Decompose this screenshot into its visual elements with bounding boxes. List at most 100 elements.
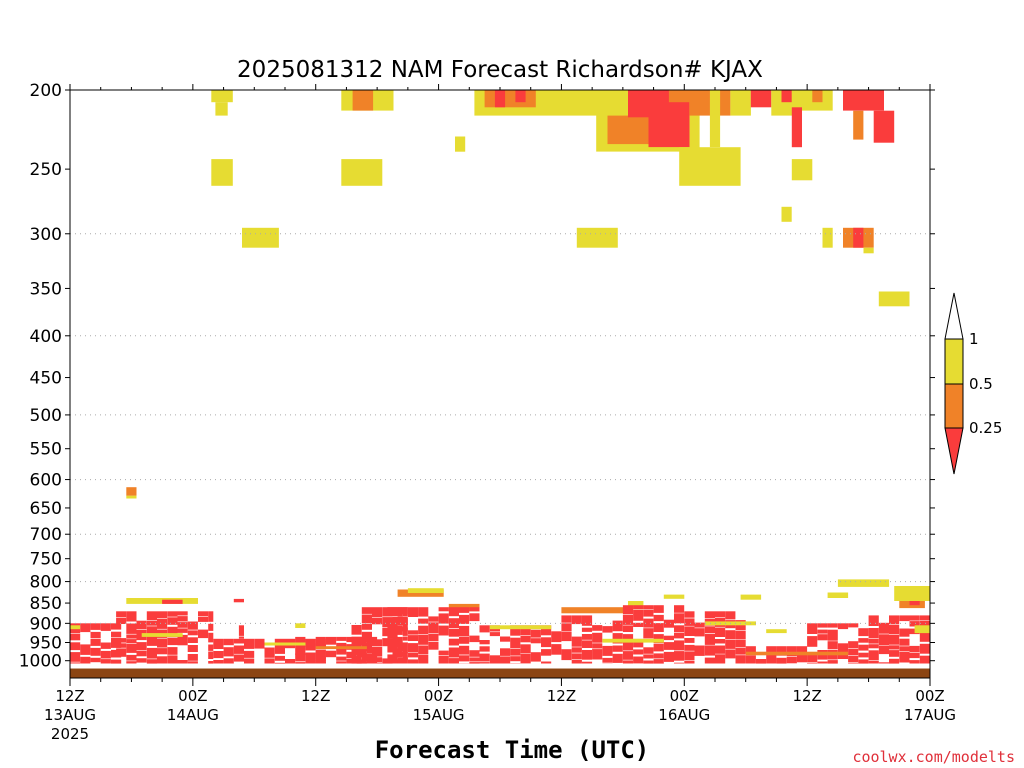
ri-cell [592, 649, 603, 660]
legend-swatch-bottom [944, 427, 964, 475]
ri-cell [889, 615, 900, 625]
ri-cell [602, 626, 613, 633]
ri-region [561, 607, 634, 614]
x-tick-label: 00Z [915, 687, 944, 705]
ri-region [215, 102, 228, 116]
ri-cell [653, 614, 664, 622]
x-tick-label: 2025 [51, 725, 89, 743]
ri-cell [372, 639, 383, 647]
ri-region [126, 487, 137, 496]
ri-cell [136, 620, 147, 630]
legend-label: 0.5 [969, 375, 993, 393]
ri-cell [581, 627, 593, 632]
y-tick-label: 950 [30, 634, 62, 654]
ri-cell [244, 650, 255, 658]
ri-cell [361, 614, 372, 624]
ri-cell [459, 636, 470, 644]
ri-cell [100, 650, 111, 659]
ri-cell [418, 654, 429, 664]
ri-cell [622, 651, 634, 660]
ri-cell [786, 656, 797, 664]
ri-cell [776, 646, 787, 656]
ri-cell [633, 638, 644, 648]
ri-cell [295, 653, 306, 662]
ri-cell [336, 656, 347, 661]
ri-region [679, 147, 741, 186]
ri-cell [208, 644, 214, 651]
ri-cell [177, 616, 188, 622]
ri-cell [198, 629, 209, 639]
ri-cell [111, 623, 122, 630]
y-tick-label: 1000 [19, 652, 62, 672]
ri-cell [111, 659, 122, 664]
ri-cell [807, 653, 818, 663]
ri-cell [878, 645, 889, 655]
y-tick-label: 850 [30, 594, 62, 614]
ri-region [397, 589, 444, 597]
ri-cell [469, 650, 480, 657]
ri-cell [827, 629, 838, 641]
ri-cell [70, 627, 81, 634]
ri-cell [397, 642, 408, 652]
ri-cell [848, 649, 859, 656]
ri-cell [663, 635, 674, 641]
ri-cell [643, 618, 654, 628]
ri-cell [351, 636, 362, 647]
ri-region [264, 642, 306, 646]
ri-region [863, 247, 874, 254]
ri-cell [397, 616, 408, 625]
ri-cell [146, 626, 157, 636]
credit-text: coolwx.com/modelts [852, 748, 1015, 766]
ri-cell [735, 655, 746, 664]
ri-cell [70, 634, 81, 641]
ri-cell [684, 611, 695, 618]
ri-cell [233, 645, 244, 654]
ri-cell [126, 623, 137, 634]
ri-cell [653, 659, 664, 664]
ri-cell [878, 662, 889, 664]
ri-cell [715, 627, 726, 637]
ri-cell [571, 647, 582, 653]
gridlines [70, 233, 930, 624]
ri-cell [407, 652, 419, 658]
ri-cell [735, 639, 746, 648]
y-tick-label: 450 [30, 369, 62, 389]
ri-cell [581, 640, 593, 648]
ri-cell [126, 634, 137, 639]
ri-cell [694, 645, 705, 656]
ri-cell [633, 649, 644, 655]
ri-region [781, 90, 792, 103]
ri-cell [254, 638, 265, 649]
ri-cell [551, 631, 562, 643]
ri-region [162, 599, 183, 604]
ri-cell [889, 624, 900, 635]
ri-region [766, 629, 787, 634]
ri-cell [899, 652, 910, 663]
ri-region [211, 90, 233, 103]
ri-cell [146, 659, 157, 664]
ri-cell [372, 662, 383, 664]
ri-cell [633, 656, 644, 664]
ri-cell [438, 613, 449, 624]
ri-cell [418, 645, 429, 655]
ri-cell [622, 605, 634, 615]
ri-cell [126, 643, 137, 653]
ri-cell [817, 623, 828, 628]
ri-cell [479, 625, 490, 633]
ri-cell [387, 632, 398, 639]
ri-cell [622, 660, 634, 664]
y-tick-label: 900 [30, 614, 62, 634]
ri-cell [837, 652, 849, 659]
ri-cell [428, 616, 439, 622]
ri-cell [520, 635, 531, 643]
ri-cell [633, 609, 644, 621]
ri-region [141, 633, 183, 637]
y-axis: 200 250 300 350 400 450 500 550 600 650 700 750 8008… [19, 81, 935, 672]
ri-cell [459, 645, 470, 655]
ri-cell [469, 662, 480, 664]
ri-cell [274, 662, 285, 664]
ri-cell [715, 639, 726, 644]
y-tick-label: 750 [30, 550, 62, 570]
ri-cell [776, 657, 787, 664]
